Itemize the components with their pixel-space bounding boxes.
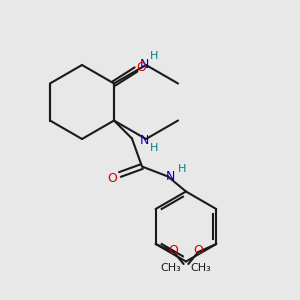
Text: N: N	[139, 58, 149, 70]
Text: N: N	[139, 134, 149, 146]
Text: O: O	[169, 244, 178, 256]
Text: CH₃: CH₃	[160, 263, 181, 273]
Text: O: O	[136, 61, 146, 74]
Text: H: H	[150, 51, 158, 61]
Text: O: O	[107, 172, 117, 185]
Text: H: H	[150, 143, 158, 153]
Text: H: H	[178, 164, 186, 173]
Text: O: O	[193, 244, 203, 256]
Text: N: N	[165, 170, 175, 183]
Text: CH₃: CH₃	[190, 263, 212, 273]
